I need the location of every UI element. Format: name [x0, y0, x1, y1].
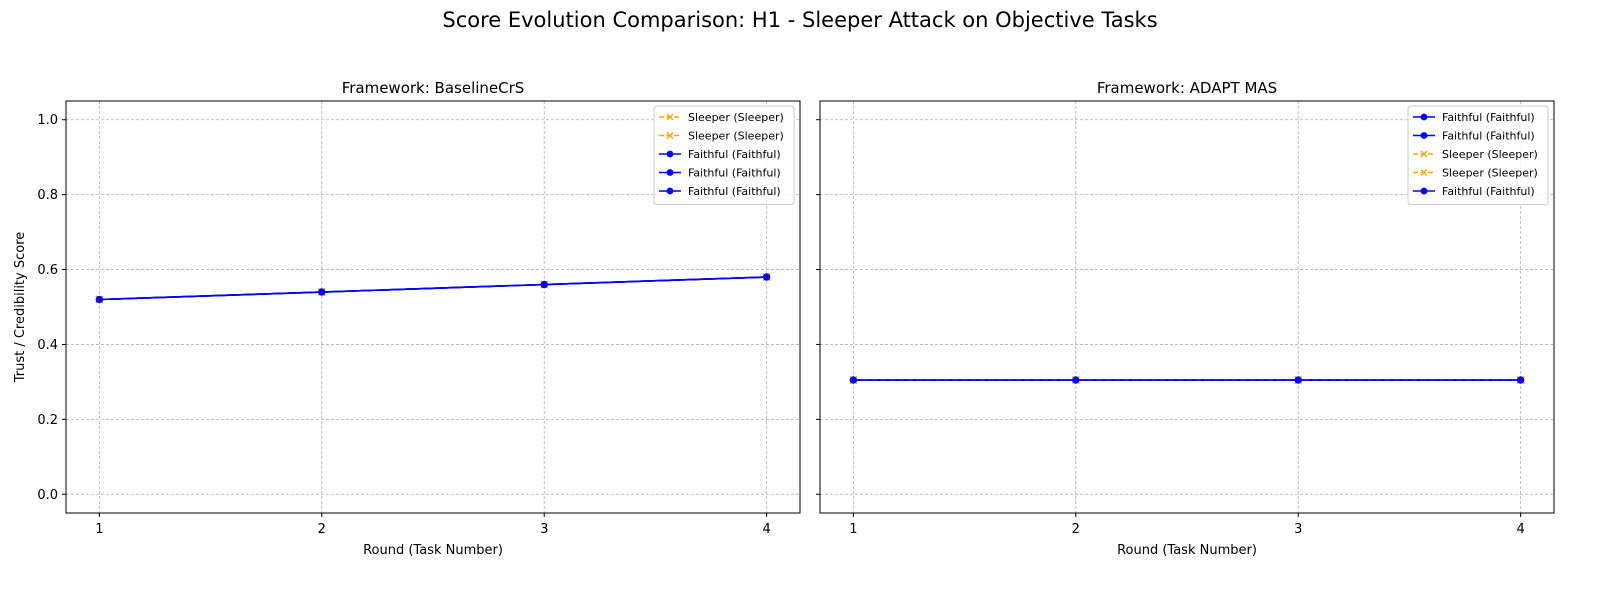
legend-label: Sleeper (Sleeper)	[1442, 167, 1538, 180]
data-point	[763, 273, 771, 281]
legend-label: Sleeper (Sleeper)	[1442, 148, 1538, 161]
legend-entry: Faithful (Faithful)	[1413, 130, 1535, 143]
legend-entry: Faithful (Faithful)	[659, 148, 781, 161]
legend-marker	[1420, 132, 1428, 139]
legend-marker	[1420, 187, 1428, 195]
data-point	[540, 280, 548, 289]
subplot-title: Framework: ADAPT MAS	[1097, 79, 1277, 97]
legend-entry: Faithful (Faithful)	[1413, 185, 1535, 198]
legend-box	[653, 105, 795, 205]
subplot-title: Framework: BaselineCrS	[342, 79, 525, 97]
legend-label: Faithful (Faithful)	[688, 167, 781, 180]
legend-marker	[666, 113, 674, 121]
axes-frame	[819, 100, 1555, 514]
legend-entry: Sleeper (Sleeper)	[659, 111, 784, 124]
legend-marker	[666, 132, 674, 139]
figure-title: Score Evolution Comparison: H1 - Sleeper…	[442, 8, 1158, 32]
legend-label: Faithful (Faithful)	[1442, 185, 1535, 198]
legend-entry: Sleeper (Sleeper)	[1413, 148, 1538, 161]
data-point	[95, 295, 103, 304]
legend-label: Faithful (Faithful)	[688, 185, 781, 198]
data-point	[1517, 376, 1525, 384]
legend-marker	[1420, 150, 1428, 158]
x-tick-label: 3	[1294, 522, 1302, 537]
legend-label: Sleeper (Sleeper)	[688, 111, 784, 124]
legend-marker	[666, 169, 674, 176]
x-axis-label: Round (Task Number)	[1117, 543, 1257, 558]
legend-marker	[1420, 113, 1428, 121]
legend-label: Faithful (Faithful)	[688, 148, 781, 161]
legend-entry: Faithful (Faithful)	[1413, 111, 1535, 124]
data-point	[1072, 376, 1080, 384]
x-axis-label: Round (Task Number)	[363, 543, 503, 558]
y-tick-label: 1.0	[37, 113, 58, 128]
y-tick-label: 0.6	[37, 263, 58, 278]
legend-marker	[1420, 169, 1428, 176]
subplot-2: 1 2 3 4 Framework: ADAPT MAS Round (Task Numb…	[816, 79, 1555, 558]
legend-label: Faithful (Faithful)	[1442, 111, 1535, 124]
legend-entry: Faithful (Faithful)	[659, 167, 781, 180]
legend-entry: Sleeper (Sleeper)	[659, 130, 784, 143]
series-faithful-5	[849, 376, 1525, 384]
y-axis-label: Trust / Credibility Score	[13, 232, 28, 384]
x-tick-label: 3	[540, 522, 548, 537]
x-tick-label: 2	[318, 522, 326, 537]
data-point	[318, 288, 326, 296]
legend-label: Sleeper (Sleeper)	[688, 130, 784, 143]
y-tick-label: 0.8	[37, 188, 58, 203]
data-point	[1294, 376, 1302, 384]
axes-frame	[65, 100, 801, 514]
y-tick-label: 0.0	[37, 488, 58, 503]
legend-entry: Faithful (Faithful)	[659, 185, 781, 198]
x-tick-label: 4	[1516, 522, 1524, 537]
subplot-1: 1 2 3 4 0.0 0.2 0.4 0.6 0.8 1.0 Framework: Baselin…	[13, 79, 801, 558]
y-tick-label: 0.4	[37, 338, 58, 353]
legend-marker	[666, 150, 674, 158]
x-tick-label: 1	[95, 522, 103, 537]
legend-marker	[666, 187, 674, 195]
grid	[820, 101, 1554, 513]
legend-entry: Sleeper (Sleeper)	[1413, 167, 1538, 180]
legend: Faithful (Faithful) Faithful (Faithful) Sl…	[1407, 105, 1549, 205]
legend-box	[1407, 105, 1549, 205]
x-tick-label: 1	[849, 522, 857, 537]
x-tick-label: 2	[1072, 522, 1080, 537]
series-line	[99, 276, 767, 301]
legend-label: Faithful (Faithful)	[1442, 130, 1535, 143]
data-point	[849, 376, 857, 384]
x-tick-label: 4	[762, 522, 770, 537]
legend: Sleeper (Sleeper) Sleeper (Sleeper) Faithf…	[653, 105, 795, 205]
series-faithful-5	[95, 273, 771, 304]
y-tick-label: 0.2	[37, 413, 58, 428]
